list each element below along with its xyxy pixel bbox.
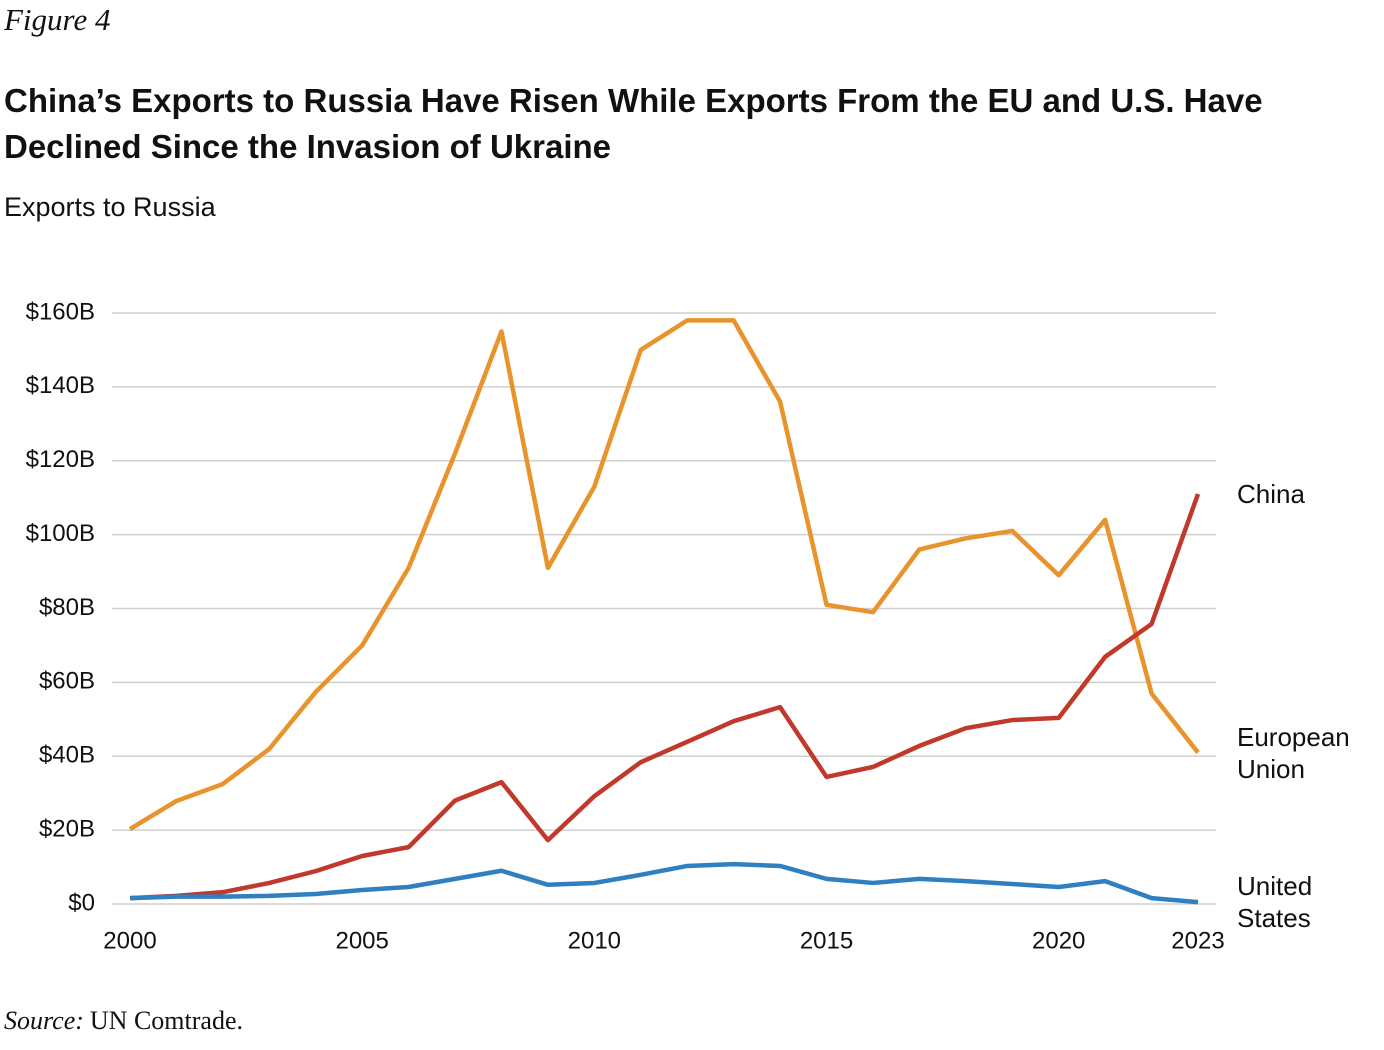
y-tick-label: $60B bbox=[39, 668, 95, 695]
series-line bbox=[129, 493, 1201, 901]
y-tick-label: $40B bbox=[39, 742, 95, 769]
y-tick-label: $0 bbox=[68, 889, 95, 916]
y-tick-label: $160B bbox=[26, 298, 95, 325]
series-label: European Union bbox=[1237, 721, 1350, 784]
x-tick-label: 2010 bbox=[568, 927, 621, 954]
x-tick-label: 2020 bbox=[1032, 927, 1085, 954]
x-tick-label: 2000 bbox=[103, 927, 156, 954]
x-tick-label: 2005 bbox=[335, 927, 388, 954]
chart-subtitle: Exports to Russia bbox=[4, 192, 216, 222]
source-text: UN Comtrade. bbox=[89, 1006, 243, 1035]
y-tick-label: $120B bbox=[26, 446, 95, 473]
series-line bbox=[129, 861, 1199, 905]
source-label: Source: bbox=[4, 1006, 84, 1035]
chart: $0 $20B $40B $60B $80B $100B $120B $140B $160B 20… bbox=[26, 298, 1225, 954]
series-line bbox=[128, 318, 1200, 831]
series-label: China bbox=[1237, 478, 1305, 509]
y-tick-label: $80B bbox=[39, 594, 95, 621]
source: Source: UN Comtrade. bbox=[4, 1006, 243, 1036]
series-label: United States bbox=[1237, 871, 1313, 934]
chart-title: China’s Exports to Russia Have Risen Whi… bbox=[4, 82, 1263, 165]
y-tick-label: $100B bbox=[26, 520, 95, 547]
x-tick-label: 2015 bbox=[800, 927, 853, 954]
x-tick-label: 2023 bbox=[1171, 927, 1224, 954]
y-tick-label: $20B bbox=[39, 815, 95, 842]
figure-label: Figure 4 bbox=[4, 2, 111, 37]
y-tick-label: $140B bbox=[26, 372, 95, 399]
